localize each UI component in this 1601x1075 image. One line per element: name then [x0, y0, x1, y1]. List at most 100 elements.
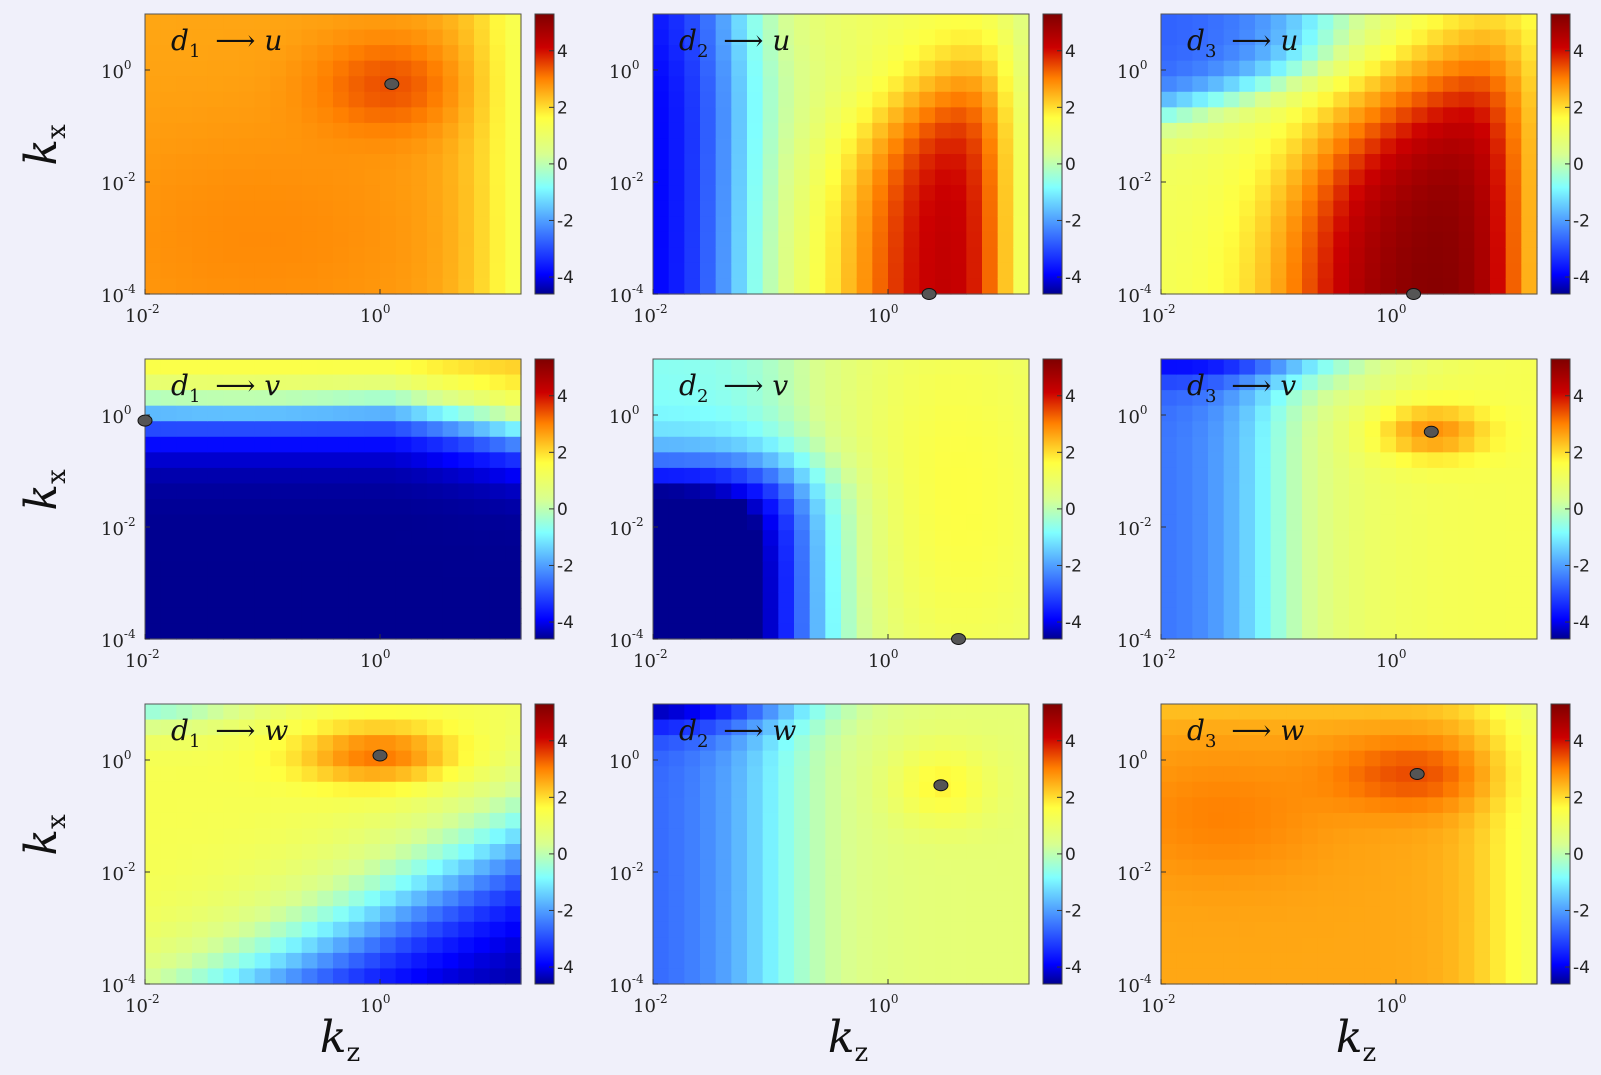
- heatmap-cell: [1317, 29, 1334, 46]
- heatmap-cell: [505, 467, 522, 485]
- heatmap-cell: [239, 169, 256, 186]
- heatmap-cell: [1490, 91, 1507, 108]
- plot-frame: [144, 703, 522, 985]
- heatmap-cell: [1239, 374, 1256, 391]
- heatmap-cell: [1176, 467, 1193, 485]
- heatmap-cell: [1458, 154, 1475, 171]
- heatmap-cell: [395, 530, 412, 547]
- heatmap-cell: [458, 499, 475, 516]
- heatmap-cell: [841, 844, 858, 861]
- heatmap-cell: [301, 107, 318, 124]
- heatmap-cell: [1317, 60, 1334, 77]
- heatmap-cell: [778, 231, 795, 248]
- heatmap-cell: [411, 262, 428, 280]
- heatmap-cell: [1286, 390, 1303, 407]
- heatmap-cell: [270, 906, 287, 923]
- heatmap-cell: [1490, 545, 1507, 562]
- heatmap-cell: [395, 937, 412, 954]
- heatmap-cell: [317, 359, 334, 376]
- heatmap-cell: [1333, 750, 1350, 767]
- heatmap-cell: [505, 828, 522, 845]
- heatmap-cell: [684, 719, 701, 736]
- heatmap-cell: [145, 514, 162, 531]
- heatmap-cell: [982, 921, 999, 938]
- heatmap-cell: [653, 844, 670, 861]
- heatmap-cell: [1505, 14, 1522, 31]
- heatmap-cell: [809, 76, 826, 93]
- heatmap-cell: [1208, 138, 1225, 155]
- heatmap-cell: [1505, 735, 1522, 752]
- heatmap-cell: [762, 200, 779, 217]
- heatmap-cell: [825, 154, 842, 171]
- heatmap-cell: [935, 390, 952, 407]
- heatmap-cell: [1443, 719, 1460, 736]
- heatmap-cell: [935, 704, 952, 721]
- heatmap-cell: [458, 138, 475, 155]
- heatmap-cell: [442, 262, 459, 280]
- heatmap-cell: [301, 421, 318, 438]
- heatmap-cell: [950, 797, 967, 814]
- heatmap-cell: [427, 952, 444, 970]
- heatmap-cell: [1396, 514, 1413, 531]
- colorbar-tick-label: -4: [557, 268, 574, 288]
- heatmap-cell: [684, 623, 701, 640]
- heatmap-cell: [653, 607, 670, 625]
- heatmap-cell: [1521, 828, 1538, 845]
- heatmap-cell: [778, 828, 795, 845]
- heatmap-cell: [684, 436, 701, 453]
- heatmap-cell: [1521, 405, 1538, 422]
- heatmap-cell: [333, 952, 350, 970]
- heatmap-cell: [653, 719, 670, 736]
- heatmap-cell: [317, 890, 334, 907]
- heatmap-cell: [286, 452, 303, 469]
- heatmap-cell: [270, 91, 287, 108]
- plot-frame: [1160, 358, 1538, 640]
- heatmap-cell: [668, 107, 685, 124]
- heatmap-cell: [505, 576, 522, 593]
- heatmap-cell: [856, 766, 873, 783]
- heatmap-cell: [700, 719, 717, 736]
- heatmap-cell: [489, 875, 506, 892]
- heatmap-cell: [1396, 405, 1413, 422]
- heatmap-cell: [1411, 545, 1428, 562]
- heatmap-cell: [145, 359, 162, 376]
- heatmap-cell: [1396, 545, 1413, 562]
- heatmap-cell: [982, 704, 999, 721]
- heatmap-cell: [700, 390, 717, 407]
- heatmap-cell: [1302, 216, 1319, 233]
- heatmap-cell: [286, 921, 303, 938]
- heatmap-cell: [176, 262, 193, 280]
- heatmap-cell: [1349, 514, 1366, 531]
- heatmap-cell: [1521, 452, 1538, 469]
- heatmap-cell: [1239, 467, 1256, 485]
- heatmap-cell: [333, 937, 350, 954]
- heatmap-cell: [731, 60, 748, 77]
- heatmap-cell: [668, 607, 685, 625]
- heatmap-cell: [348, 968, 365, 985]
- heatmap-cell: [411, 138, 428, 155]
- heatmap-cell: [715, 812, 732, 830]
- heatmap-cell: [286, 14, 303, 31]
- heatmap-cell: [653, 169, 670, 186]
- heatmap-cell: [442, 247, 459, 264]
- heatmap-cell: [1270, 921, 1287, 938]
- heatmap-cell: [1427, 859, 1444, 876]
- heatmap-cell: [778, 14, 795, 31]
- heatmap-cell: [489, 107, 506, 124]
- heatmap-cell: [442, 231, 459, 248]
- heatmap-cell: [176, 623, 193, 640]
- heatmap-cell: [176, 421, 193, 438]
- heatmap-cell: [1521, 185, 1538, 202]
- heatmap-cell: [505, 138, 522, 155]
- heatmap-cell: [364, 467, 381, 485]
- heatmap-cell: [301, 122, 318, 140]
- heatmap-cell: [982, 169, 999, 186]
- heatmap-cell: [474, 452, 491, 469]
- heatmap-cell: [856, 576, 873, 593]
- heatmap-cell: [301, 812, 318, 830]
- heatmap-cell: [1427, 60, 1444, 77]
- heatmap-cell: [872, 216, 889, 233]
- heatmap-cell: [982, 781, 999, 798]
- heatmap-cell: [1161, 890, 1178, 907]
- heatmap-cell: [1255, 14, 1272, 31]
